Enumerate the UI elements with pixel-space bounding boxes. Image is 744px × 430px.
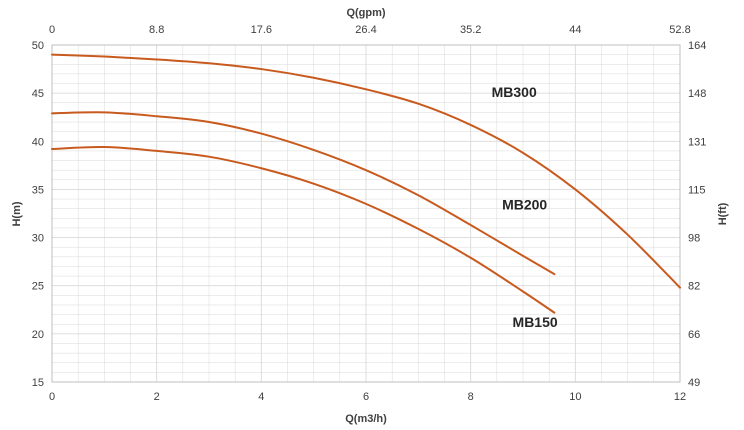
series-line-mb200 — [51, 111, 556, 276]
series-labels: MB300 MB200 MB150 — [492, 84, 558, 330]
secondary-y-axis-tick-labels: 49 66 82 98 115 131 148 164 — [688, 40, 706, 389]
series-line-mb150 — [51, 146, 556, 314]
x2-tick-label: 8.8 — [149, 24, 164, 36]
y2-tick-label: 115 — [688, 184, 706, 196]
x-axis-tick-labels: 0 2 4 6 8 10 12 — [49, 391, 686, 403]
secondary-x-axis-title: Q(gpm) — [346, 7, 385, 19]
y2-tick-label: 164 — [688, 40, 706, 52]
x-tick-label: 6 — [363, 391, 369, 403]
y2-tick-label: 131 — [688, 136, 706, 148]
x2-tick-label: 26.4 — [355, 24, 376, 36]
series-label-mb200: MB200 — [502, 197, 547, 213]
chart-grid — [51, 44, 681, 383]
x-axis-title: Q(m3/h) — [345, 413, 387, 425]
series-label-mb300: MB300 — [492, 84, 537, 100]
x-tick-label: 12 — [674, 391, 686, 403]
y-tick-label: 30 — [32, 233, 44, 245]
y2-tick-label: 148 — [688, 88, 706, 100]
x-tick-label: 8 — [468, 391, 474, 403]
y-axis-title: H(m) — [11, 201, 23, 226]
secondary-x-axis-tick-labels: 0 8.8 17.6 26.4 35.2 44 52.8 — [49, 24, 691, 36]
x2-tick-label: 52.8 — [669, 24, 690, 36]
x-tick-label: 4 — [258, 391, 264, 403]
x2-tick-label: 35.2 — [460, 24, 481, 36]
y2-tick-label: 49 — [688, 377, 700, 389]
y-tick-label: 40 — [32, 136, 44, 148]
y2-tick-label: 82 — [688, 281, 700, 293]
series-lines — [51, 53, 681, 314]
y-tick-label: 35 — [32, 184, 44, 196]
y2-tick-label: 98 — [688, 233, 700, 245]
y-tick-label: 50 — [32, 40, 44, 52]
x2-tick-label: 17.6 — [251, 24, 272, 36]
x-tick-label: 0 — [49, 391, 55, 403]
series-line-mb300 — [51, 53, 681, 289]
series-label-mb150: MB150 — [513, 314, 558, 330]
secondary-y-axis-title: H(ft) — [717, 202, 729, 225]
x2-tick-label: 0 — [49, 24, 55, 36]
y-tick-label: 45 — [32, 88, 44, 100]
y-tick-label: 20 — [32, 329, 44, 341]
y-axis-tick-labels: 15 20 25 30 35 40 45 50 — [32, 40, 44, 389]
x-tick-label: 2 — [154, 391, 160, 403]
x-tick-label: 10 — [569, 391, 581, 403]
y-tick-label: 25 — [32, 281, 44, 293]
plot-area-frame — [51, 44, 681, 383]
x2-tick-label: 44 — [569, 24, 581, 36]
y2-tick-label: 66 — [688, 329, 700, 341]
y-tick-label: 15 — [32, 377, 44, 389]
